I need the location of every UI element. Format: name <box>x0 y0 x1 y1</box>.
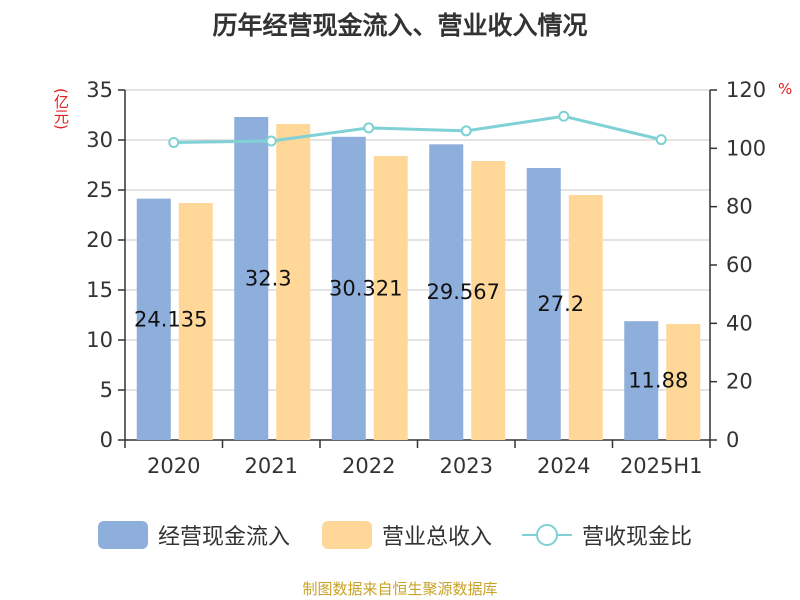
right-tick-label-4: 80 <box>726 195 753 219</box>
x-tick-label-2: 2022 <box>342 454 395 478</box>
bar-cash-inflow-5 <box>624 321 659 440</box>
right-tick-label-2: 40 <box>726 311 753 335</box>
bar-revenue-5 <box>666 324 701 440</box>
left-tick-label-2: 10 <box>86 328 113 352</box>
chart-area: 0 5 10 15 20 25 30 35 0 20 40 60 80 100 120 2020 2021 202… <box>86 78 766 478</box>
right-tick-label-3: 60 <box>726 253 753 277</box>
left-tick-label-0: 0 <box>100 428 113 452</box>
legend-swatch-cash-inflow <box>98 521 148 549</box>
legend-label-ratio: 营收现金比 <box>582 525 693 550</box>
left-tick-label-3: 15 <box>86 278 113 302</box>
ratio-point-3 <box>460 125 472 137</box>
bar-revenue-1 <box>276 124 311 440</box>
bar-cash-inflow-2 <box>331 136 366 441</box>
ratio-point-2 <box>363 122 375 134</box>
data-label-cash-inflow-5: 11.88 <box>628 369 688 393</box>
ratio-point-4 <box>558 110 570 122</box>
left-tick-label-4: 20 <box>86 228 113 252</box>
bar-cash-inflow-3 <box>429 144 464 440</box>
left-tick-label-1: 5 <box>100 378 113 402</box>
right-tick-label-1: 20 <box>726 370 753 394</box>
bar-cash-inflow-1 <box>234 117 269 440</box>
bar-cash-inflow-4 <box>526 168 561 440</box>
legend: 经营现金流入 营业总收入 营收现金比 <box>0 515 800 555</box>
data-label-cash-inflow-0: 24.135 <box>134 307 207 331</box>
legend-item-cash-inflow[interactable]: 经营现金流入 <box>98 515 290 555</box>
legend-item-revenue[interactable]: 营业总收入 <box>322 515 492 555</box>
x-tick-label-3: 2023 <box>440 454 493 478</box>
ratio-point-1 <box>265 135 277 147</box>
bar-revenue-3 <box>471 161 506 440</box>
right-tick-label-0: 0 <box>726 428 739 452</box>
data-source-note: 制图数据来自恒生聚源数据库 <box>302 580 498 598</box>
data-label-cash-inflow-2: 30.321 <box>329 276 402 300</box>
right-tick-label-6: 120 <box>726 78 766 102</box>
right-axis-unit: % <box>778 80 793 98</box>
legend-swatch-revenue <box>322 521 372 549</box>
left-tick-label-6: 30 <box>86 128 113 152</box>
data-label-cash-inflow-1: 32.3 <box>245 267 292 291</box>
left-tick-label-7: 35 <box>86 78 113 102</box>
left-axis-unit: (亿元) <box>52 88 70 130</box>
bar-revenue-0 <box>178 203 213 440</box>
x-tick-label-1: 2021 <box>245 454 298 478</box>
x-tick-label-5: 2025H1 <box>620 454 703 478</box>
bar-revenue-2 <box>373 156 408 440</box>
legend-line-ratio <box>522 521 572 549</box>
ratio-point-5 <box>655 134 667 146</box>
bar-cash-inflow-0 <box>136 198 171 440</box>
ratio-line <box>173 114 662 144</box>
data-label-cash-inflow-4: 27.2 <box>537 292 584 316</box>
x-tick-label-0: 2020 <box>147 454 200 478</box>
circle-marker-icon <box>522 524 572 546</box>
chart-title: 历年经营现金流入、营业收入情况 <box>212 11 588 40</box>
ratio-point-0 <box>168 137 180 148</box>
x-tick-label-4: 2024 <box>537 454 590 478</box>
legend-item-ratio[interactable]: 营收现金比 <box>522 515 692 555</box>
legend-label-revenue: 营业总收入 <box>382 525 493 550</box>
left-tick-label-5: 25 <box>86 178 113 202</box>
right-tick-label-5: 100 <box>726 136 766 160</box>
bar-revenue-4 <box>568 195 603 440</box>
legend-label-cash-inflow: 经营现金流入 <box>158 525 291 550</box>
data-label-cash-inflow-3: 29.567 <box>427 280 500 304</box>
